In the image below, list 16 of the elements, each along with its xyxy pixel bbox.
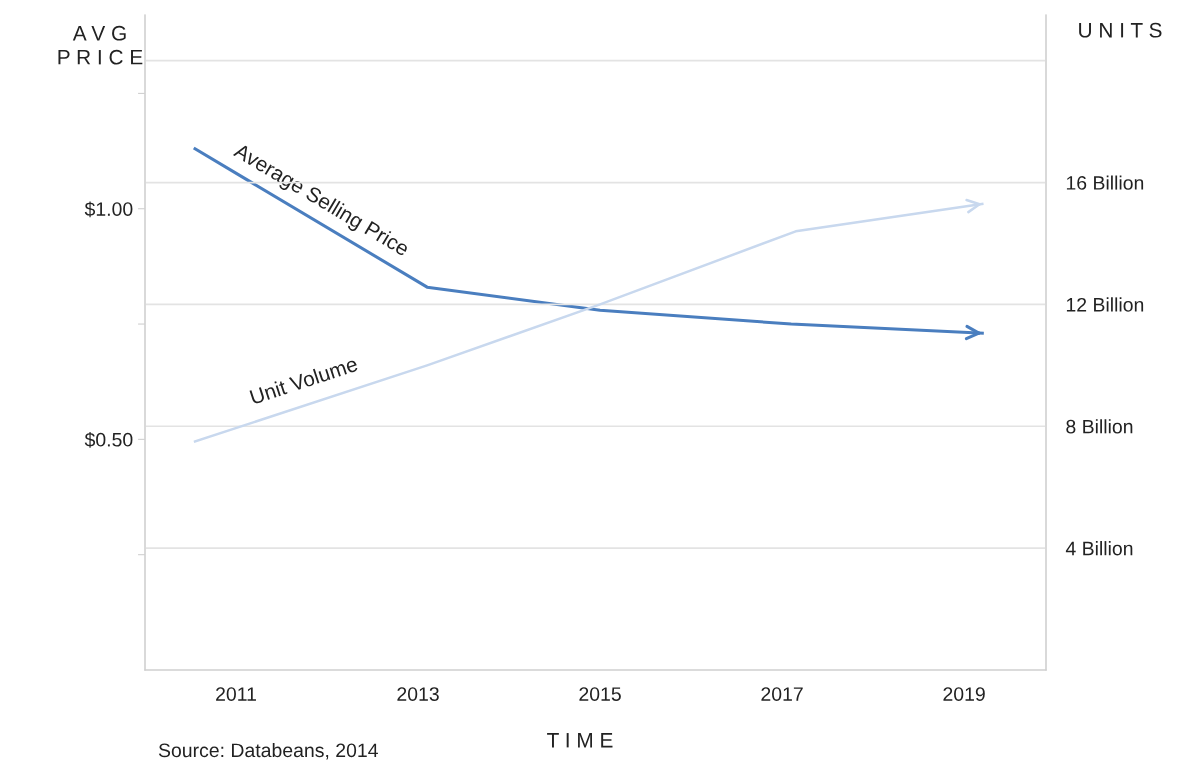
y2-tick-label: 4 Billion: [1065, 541, 1133, 556]
source-note: Source: Databeans, 2014: [158, 742, 378, 760]
x-tick-label: 2019: [943, 687, 985, 701]
y2-axis-title: U N I T S: [1079, 22, 1162, 38]
x-tick-label: 2013: [397, 687, 439, 701]
x-tick-label: 2011: [216, 687, 256, 701]
y2-tick-label: 16 Billion: [1066, 175, 1144, 190]
x-tick-label: 2017: [761, 687, 803, 701]
y2-tick-label: 12 Billion: [1066, 297, 1144, 312]
x-axis-title: T I M E: [547, 733, 613, 748]
text: Unit Volume: [249, 355, 359, 405]
y-axis-title: A V G P R I C E: [58, 25, 143, 65]
x-tick-label: 2015: [579, 687, 621, 701]
y2-tick-label: 8 Billion: [1066, 419, 1133, 434]
y-tick-label: $1.00: [84, 201, 133, 218]
y-tick-label: $0.50: [84, 432, 133, 448]
